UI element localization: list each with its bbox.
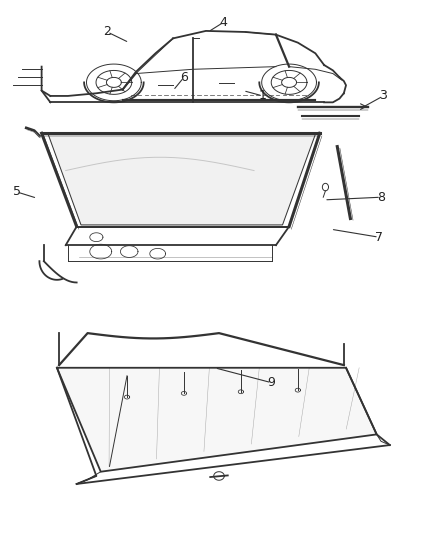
Text: 7: 7 bbox=[375, 231, 383, 244]
Text: 5: 5 bbox=[13, 185, 21, 198]
Text: 3: 3 bbox=[379, 90, 387, 102]
Polygon shape bbox=[57, 368, 377, 472]
Text: 6: 6 bbox=[180, 71, 188, 84]
Text: 1: 1 bbox=[259, 90, 267, 102]
Text: 9: 9 bbox=[268, 376, 276, 389]
Text: 4: 4 bbox=[219, 16, 227, 29]
Polygon shape bbox=[48, 134, 315, 225]
Text: 8: 8 bbox=[377, 191, 385, 204]
Text: 2: 2 bbox=[103, 26, 111, 38]
